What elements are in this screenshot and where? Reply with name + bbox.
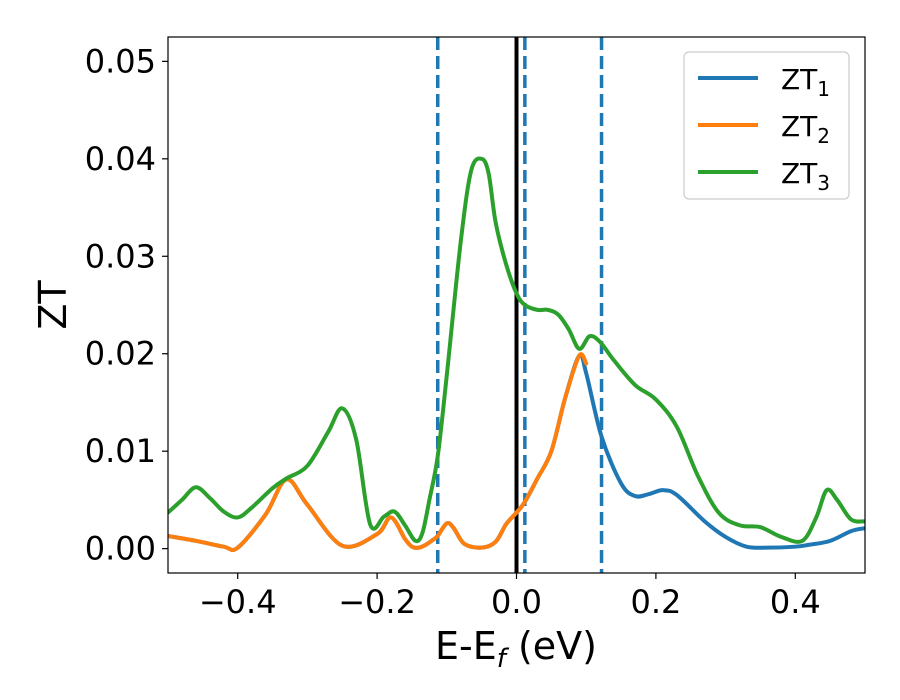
legend-box [683,51,850,200]
x-tick-label: 0.2 [630,583,681,621]
x-axis-label: E-Ef (eV) [435,624,597,674]
y-tick-label: 0.03 [85,237,156,275]
y-tick-label: 0.04 [85,140,156,178]
y-axis: 0.00 0.01 0.02 0.03 0.04 0.05 [85,42,168,568]
y-tick-label: 0.00 [85,530,156,568]
series-layer [168,156,865,553]
x-tick-label: 0.0 [491,583,542,621]
x-tick-label: −0.4 [199,583,277,621]
legend-label-zt3: ZT3 [781,157,830,195]
legend: ZT1 ZT2 ZT3 [683,51,850,200]
x-axis-label-unit: (eV) [506,624,597,668]
y-tick-label: 0.05 [85,42,156,80]
legend-label-zt2: ZT2 [781,110,830,148]
y-tick-label: 0.02 [85,335,156,373]
y-tick-label: 0.01 [85,432,156,470]
legend-label-zt1: ZT1 [781,63,830,101]
x-axis: −0.4 −0.2 0.0 0.2 0.4 [199,573,821,621]
series-line-zt3 [168,156,865,544]
x-tick-label: −0.2 [338,583,416,621]
series-line-zt2 [168,352,589,553]
y-axis-label: ZT [31,280,75,330]
x-tick-label: 0.4 [770,583,821,621]
